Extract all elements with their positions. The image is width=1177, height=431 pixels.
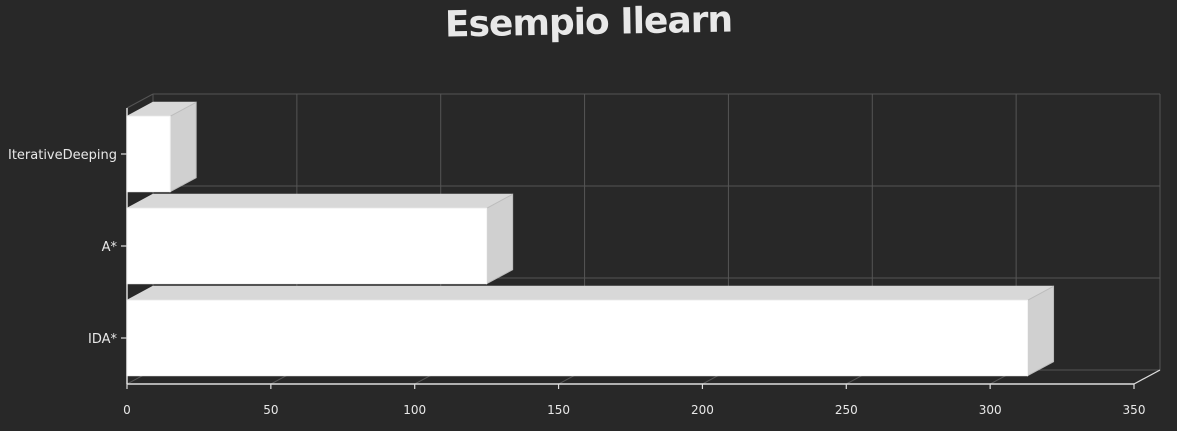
y-tick-label: A* [102, 240, 118, 255]
x-tick-label: 200 [691, 403, 714, 417]
bar [126, 115, 171, 193]
bar-top-face [126, 193, 513, 209]
grid-wall-edge [126, 93, 154, 109]
x-tick-label: 350 [1123, 403, 1146, 417]
bar [126, 207, 488, 285]
x-tick-label: 300 [979, 403, 1002, 417]
bar-side-face [486, 193, 514, 285]
x-tick-label: 50 [263, 403, 278, 417]
x-tick-label: 150 [547, 403, 570, 417]
x-tick-label: 0 [123, 403, 131, 417]
y-tick-label: IDA* [88, 332, 118, 347]
bar-side-face [1027, 285, 1055, 377]
y-tick-label: IterativeDeeping [8, 148, 117, 163]
x-tick-label: 250 [835, 403, 858, 417]
bar-side-face [169, 101, 197, 193]
bar-top-face [126, 285, 1054, 301]
x-axis-depth-line [1133, 369, 1161, 385]
bar [126, 299, 1029, 377]
x-tick-label: 100 [403, 403, 426, 417]
